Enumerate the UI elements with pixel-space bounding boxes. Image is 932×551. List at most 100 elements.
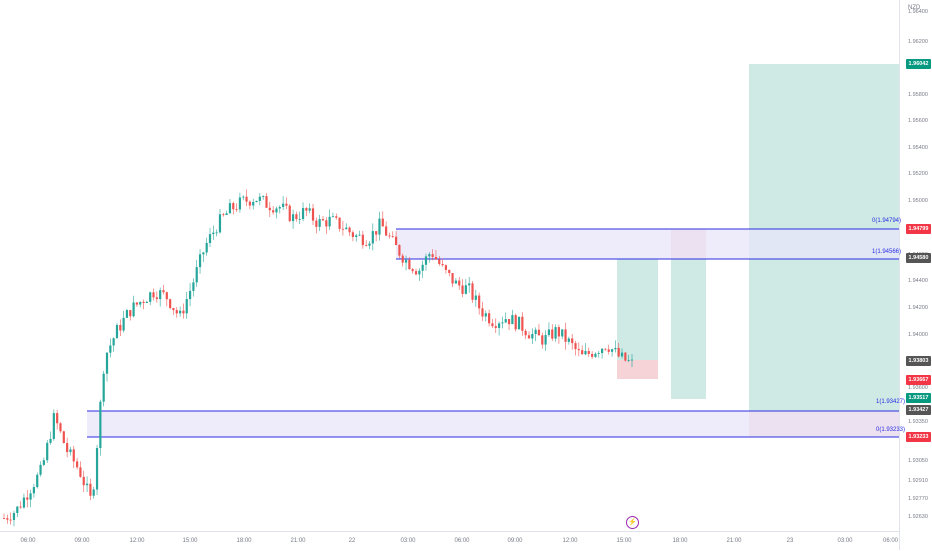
candle-body xyxy=(378,218,381,235)
price-tick: 1.95600 xyxy=(908,118,928,124)
candle-body xyxy=(222,214,225,216)
candles xyxy=(2,189,634,527)
candle-body xyxy=(627,360,630,361)
short-position-loss-zone-1 xyxy=(617,360,658,379)
candle-body xyxy=(338,217,341,229)
time-label: 03:00 xyxy=(837,538,853,544)
candle-body xyxy=(504,319,507,323)
price-tick: 1.92630 xyxy=(908,514,928,520)
candle-body xyxy=(182,310,185,314)
candle-body xyxy=(620,352,624,357)
candle-body xyxy=(491,323,494,327)
time-label: 18:00 xyxy=(236,538,252,544)
candle-body xyxy=(581,350,584,355)
candle-body xyxy=(454,280,457,284)
candle-body xyxy=(594,353,597,357)
candle-body xyxy=(311,208,315,221)
candle-body xyxy=(614,347,617,350)
candle-body xyxy=(501,322,504,324)
candle-body xyxy=(521,316,524,331)
time-axis[interactable]: 06:00 09:00 12:00 15:00 18:00 21:00 22 03:00 06:… xyxy=(0,531,899,551)
candle-body xyxy=(527,335,531,339)
candle-body xyxy=(109,345,112,353)
candle-body xyxy=(235,209,238,211)
candle-body xyxy=(95,448,99,490)
candle-body xyxy=(142,301,145,303)
fib-zone-lower xyxy=(87,411,899,437)
candle-body xyxy=(132,302,135,317)
candle-body xyxy=(507,319,511,325)
candle-body xyxy=(345,227,348,230)
time-label: 21:00 xyxy=(726,538,742,544)
candle-body xyxy=(561,329,564,337)
drawings xyxy=(87,64,899,438)
candle-body xyxy=(2,518,6,519)
candle-body xyxy=(119,324,122,331)
candle-body xyxy=(531,334,534,339)
candle-body xyxy=(305,208,308,211)
candle-body xyxy=(464,285,467,294)
time-label: 03:00 xyxy=(400,538,416,544)
fib-zone-upper xyxy=(396,229,899,259)
fib-label-upper-bottom: 1(1.94566) xyxy=(872,249,902,255)
candle-body xyxy=(448,269,451,274)
candle-body xyxy=(232,203,235,210)
price-axis[interactable] xyxy=(899,0,932,550)
candle-body xyxy=(56,413,59,424)
price-badge: 1.93803 xyxy=(906,356,931,366)
candle-body xyxy=(288,205,291,222)
candle-body xyxy=(62,431,65,444)
candle-body xyxy=(291,214,295,222)
candle-body xyxy=(441,264,444,266)
candle-body xyxy=(205,242,208,253)
time-label: 23 xyxy=(786,538,794,544)
candle-body xyxy=(624,352,627,361)
candle-body xyxy=(421,264,424,271)
price-badge: 1.94580 xyxy=(906,253,931,263)
candle-body xyxy=(85,483,89,486)
candle-body xyxy=(607,349,610,352)
time-label: 12:00 xyxy=(129,538,145,544)
candle-body xyxy=(212,232,215,235)
candle-body xyxy=(115,324,119,339)
price-badge: 1.96042 xyxy=(906,59,931,69)
candle-body xyxy=(411,269,414,272)
candle-body xyxy=(12,513,16,520)
candle-body xyxy=(125,310,129,318)
candle-body xyxy=(401,255,404,263)
candle-body xyxy=(218,214,222,233)
price-tick: 1.96400 xyxy=(908,9,928,15)
chart-plot[interactable] xyxy=(0,0,899,531)
candle-body xyxy=(604,348,607,350)
candle-body xyxy=(278,207,281,209)
candle-body xyxy=(361,234,364,246)
candle-body xyxy=(481,308,484,317)
candle-body xyxy=(102,373,105,402)
candle-body xyxy=(471,283,474,300)
fib-label-lower-top: 1(1.93427) xyxy=(876,399,906,405)
price-badge: 1.93233 xyxy=(906,432,931,442)
candle-body xyxy=(165,292,168,300)
candle-body xyxy=(574,343,577,350)
candle-body xyxy=(571,338,574,344)
time-label: 09:00 xyxy=(74,538,90,544)
candle-body xyxy=(19,506,22,508)
candle-body xyxy=(39,464,42,475)
price-badge: 1.93667 xyxy=(906,375,931,385)
candle-body xyxy=(318,219,321,227)
candle-body xyxy=(208,234,212,243)
candle-body xyxy=(49,438,52,443)
price-tick: 1.95200 xyxy=(908,171,928,177)
candle-body xyxy=(198,254,202,268)
candle-body xyxy=(59,423,62,432)
candle-body xyxy=(272,210,275,213)
lightning-icon[interactable]: ⚡ xyxy=(626,516,639,529)
price-tick: 1.94400 xyxy=(908,278,928,284)
candle-body xyxy=(484,313,487,317)
candle-body xyxy=(112,338,115,346)
candle-body xyxy=(172,308,175,311)
candle-body xyxy=(195,267,198,283)
candle-body xyxy=(524,330,527,336)
candle-body xyxy=(321,219,325,221)
